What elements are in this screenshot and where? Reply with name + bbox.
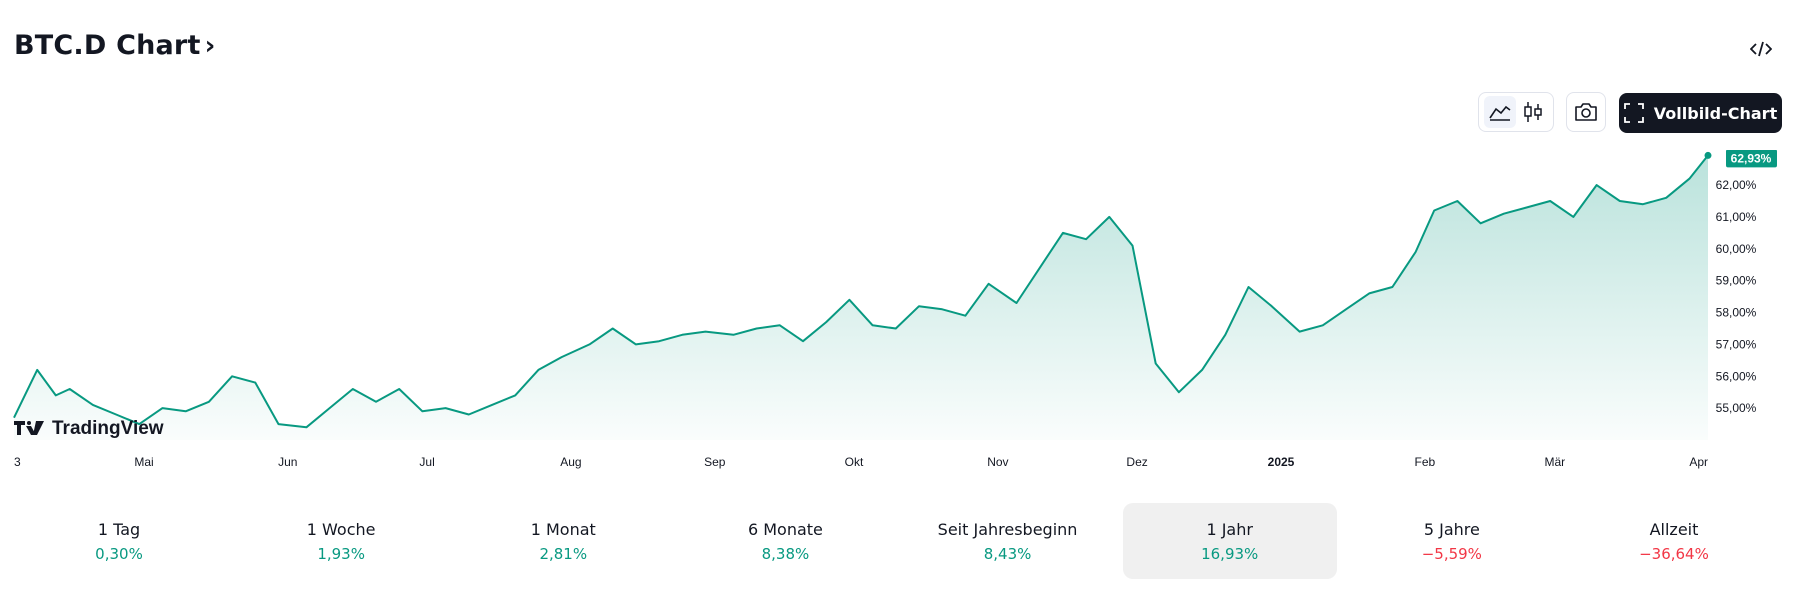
period-change-value: 2,81%: [539, 544, 588, 563]
period-label: 6 Monate: [747, 519, 823, 539]
x-tick-label: Mär: [1544, 455, 1565, 469]
period-change-value: 1,93%: [317, 544, 365, 563]
x-tick-label: Sep: [704, 455, 726, 469]
area-fill: [14, 155, 1708, 440]
chart-style-toggle: [1478, 92, 1554, 132]
x-tick-label: Apr: [1689, 455, 1708, 469]
x-tick-label: Jun: [278, 455, 297, 469]
period-label: Allzeit: [1649, 519, 1699, 539]
fullscreen-icon: [1623, 103, 1644, 123]
x-axis: 3 Mai Jun Jul Aug Sep Okt Nov Dez 2025 Feb Mär Apr: [14, 455, 1708, 469]
period-tab[interactable]: 6 Monate 8,38%: [678, 503, 892, 579]
y-tick-label: 56,00%: [1716, 369, 1757, 383]
period-tab[interactable]: Seit Jahresbeginn 8,43%: [901, 503, 1115, 579]
code-embed-icon: [1750, 41, 1772, 57]
candlestick-chart-icon: [1523, 102, 1542, 122]
x-tick-label: Jul: [419, 455, 434, 469]
series-line: [13, 154, 1709, 429]
fullscreen-label: Vollbild-Chart: [1653, 103, 1778, 123]
chevron-right-icon: ›: [204, 30, 216, 61]
period-change-value: 8,43%: [983, 544, 1032, 563]
performance-periods: 1 Tag 0,30% 1 Woche 1,93% 1 Monat 2,81% 6 Mona…: [0, 503, 1793, 579]
y-tick-label: 59,00%: [1716, 274, 1757, 288]
x-tick-label: Okt: [845, 455, 864, 469]
period-tab[interactable]: 1 Woche 1,93%: [234, 503, 448, 579]
snapshot-button[interactable]: [1566, 92, 1606, 132]
x-tick-label: Mai: [134, 455, 153, 469]
x-tick-label: Feb: [1415, 455, 1436, 469]
tradingview-wordmark: TradingView: [52, 418, 164, 439]
fullscreen-chart-button[interactable]: Vollbild-Chart: [1619, 93, 1782, 133]
y-tick-label: 62,00%: [1716, 178, 1757, 192]
y-tick-label: 61,00%: [1716, 210, 1757, 224]
x-tick-label: Aug: [560, 455, 581, 469]
embed-code-button[interactable]: [1746, 36, 1776, 62]
last-price-label: 62,93%: [1731, 151, 1772, 165]
period-tab[interactable]: 5 Jahre −5,59%: [1345, 503, 1559, 579]
candlestick-chart-button[interactable]: [1517, 96, 1549, 128]
period-label: Seit Jahresbeginn: [937, 519, 1078, 539]
y-tick-label: 60,00%: [1716, 242, 1757, 256]
y-tick-label: 55,00%: [1716, 401, 1757, 415]
period-tab[interactable]: Allzeit −36,64%: [1567, 503, 1781, 579]
last-price-badge: [1726, 150, 1777, 168]
y-tick-label: 58,00%: [1716, 306, 1757, 320]
x-tick-label: Dez: [1126, 455, 1147, 469]
period-label: 1 Woche: [306, 519, 376, 539]
period-change-value: −5,59%: [1421, 544, 1482, 563]
period-tab[interactable]: 1 Jahr 16,93%: [1122, 503, 1337, 579]
period-label: 5 Jahre: [1423, 519, 1480, 539]
period-change-value: 8,38%: [761, 544, 810, 563]
x-tick-label: 2025: [1268, 455, 1295, 469]
period-label: 1 Tag: [97, 519, 141, 539]
period-change-value: 16,93%: [1201, 544, 1259, 563]
period-change-value: −36,64%: [1639, 544, 1709, 563]
x-tick-label: 3: [14, 455, 21, 469]
period-change-value: 0,30%: [95, 544, 143, 563]
page-title[interactable]: BTC.D Chart ›: [14, 30, 215, 61]
tradingview-logo: TradingView: [14, 418, 164, 439]
price-chart[interactable]: 55,00% 56,00% 57,00% 58,00% 59,00% 60,00% 61,0…: [0, 150, 1793, 480]
camera-icon: [1575, 103, 1597, 121]
period-label: 1 Jahr: [1206, 519, 1253, 539]
period-tab[interactable]: 1 Tag 0,30%: [12, 503, 226, 579]
plot-area: [13, 151, 1712, 440]
area-chart-button[interactable]: [1483, 96, 1516, 128]
page-title-text: BTC.D Chart: [14, 30, 201, 61]
period-label: 1 Monat: [530, 519, 596, 539]
x-tick-label: Nov: [987, 455, 1008, 469]
last-price-dot: [1704, 151, 1712, 159]
y-axis: 55,00% 56,00% 57,00% 58,00% 59,00% 60,00% 61,0…: [1716, 150, 1777, 415]
period-tab[interactable]: 1 Monat 2,81%: [456, 503, 670, 579]
area-chart-icon: [1488, 105, 1510, 121]
y-tick-label: 57,00%: [1716, 337, 1757, 351]
